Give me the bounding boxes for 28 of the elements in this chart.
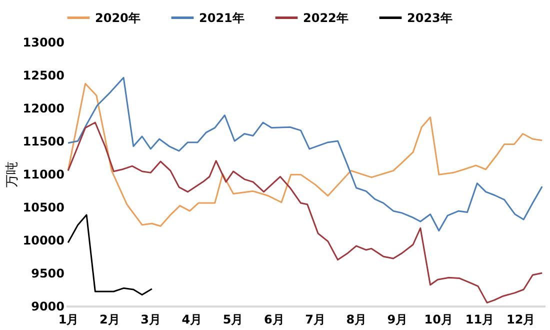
x-tick-label: 3月 (140, 312, 161, 326)
x-tick-label: 6月 (264, 312, 284, 326)
x-tick-label: 8月 (346, 312, 367, 326)
x-tick-label: 11月 (465, 312, 494, 326)
line-series (67, 122, 543, 304)
y-tick-label: 10000 (22, 234, 64, 248)
y-tick-label: 9500 (31, 266, 64, 280)
y-tick-label: 12500 (22, 68, 64, 82)
x-tick-label: 4月 (182, 312, 202, 326)
y-tick-label: 10500 (22, 200, 64, 214)
x-tick-label: 2月 (99, 312, 120, 326)
line-series (67, 214, 153, 296)
y-tick-label: 11500 (22, 134, 64, 148)
legend-label: 2021年 (199, 10, 244, 25)
legend-label: 2023年 (407, 10, 452, 25)
x-tick-label: 9月 (387, 312, 408, 326)
legend-label: 2020年 (95, 10, 140, 25)
x-tick-label: 10月 (424, 312, 453, 326)
y-tick-label: 13000 (22, 36, 64, 50)
x-tick-label: 12月 (506, 312, 536, 326)
y-axis-title: 万吨 (4, 162, 20, 188)
x-tick-label: 5月 (222, 312, 244, 326)
y-tick-label: 11000 (22, 168, 64, 182)
x-tick-label: 1月 (58, 312, 79, 326)
y-tick-label: 12000 (22, 102, 64, 116)
x-tick-label: 7月 (305, 312, 326, 326)
legend-label: 2022年 (303, 10, 348, 25)
y-tick-label: 9000 (31, 300, 64, 314)
